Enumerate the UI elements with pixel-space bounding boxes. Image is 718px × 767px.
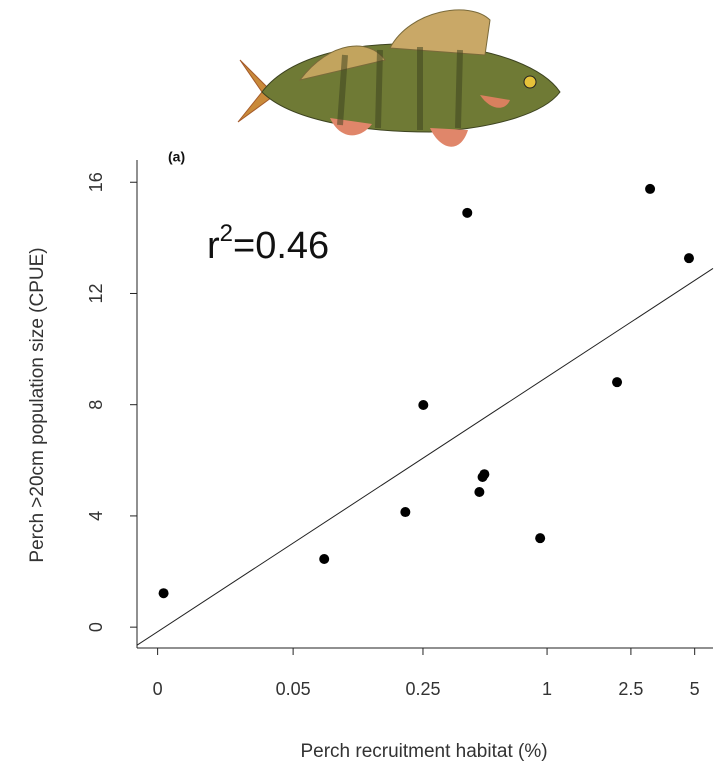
annotation-base: r xyxy=(207,225,220,267)
fish-illustration xyxy=(238,10,560,147)
point xyxy=(479,469,489,479)
annotation-rest: =0.46 xyxy=(233,225,329,267)
x-tick-label: 2.5 xyxy=(618,679,643,699)
x-tick-label: 0.25 xyxy=(405,679,440,699)
annotation: r2=0.46 xyxy=(207,220,329,267)
point xyxy=(645,184,655,194)
point xyxy=(400,507,410,517)
y-axis-label: Perch >20cm population size (CPUE) xyxy=(27,247,48,562)
point xyxy=(319,554,329,564)
annotation-sup: 2 xyxy=(220,220,233,247)
y-tick-label: 12 xyxy=(86,283,106,303)
x-tick-label: 0 xyxy=(153,679,163,699)
point xyxy=(418,400,428,410)
point xyxy=(535,533,545,543)
fit-line xyxy=(137,268,713,645)
x-axis-label: Perch recruitment habitat (%) xyxy=(300,741,547,762)
x-tick-label: 1 xyxy=(542,679,552,699)
point xyxy=(462,208,472,218)
y-tick-label: 16 xyxy=(86,172,106,192)
y-tick-label: 0 xyxy=(86,622,106,632)
x-tick-label: 5 xyxy=(690,679,700,699)
y-tick-label: 8 xyxy=(86,400,106,410)
panel-label: (a) xyxy=(168,149,185,165)
point xyxy=(684,253,694,263)
point xyxy=(474,487,484,497)
chart: (a) r2=0.46 Perch recruitment habitat (%… xyxy=(0,0,718,767)
y-tick-label: 4 xyxy=(86,511,106,521)
point xyxy=(159,588,169,598)
x-tick-label: 0.05 xyxy=(276,679,311,699)
page: (a) r2=0.46 Perch recruitment habitat (%… xyxy=(0,0,718,767)
point xyxy=(612,377,622,387)
